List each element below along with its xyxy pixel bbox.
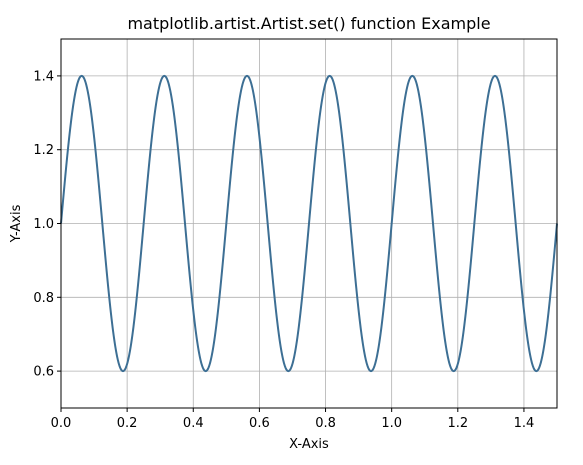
x-tick-label: 0.2 [117, 416, 138, 431]
y-tick-label: 1.2 [33, 143, 54, 158]
x-ticks: 0.0 0.2 0.4 0.6 0.8 1.0 1.2 1.4 [51, 408, 535, 431]
series-line [60, 74, 558, 373]
x-tick-label: 0.6 [249, 416, 270, 431]
x-tick-label: 1.4 [514, 416, 535, 431]
y-tick-label: 1.0 [33, 217, 54, 232]
y-tick-label: 0.6 [33, 365, 54, 380]
series-lines [60, 74, 558, 373]
x-tick-label: 0.0 [51, 416, 72, 431]
x-axis-label: X-Axis [289, 437, 329, 452]
y-ticks: 0.6 0.8 1.0 1.2 1.4 [33, 69, 61, 380]
chart-title: matplotlib.artist.Artist.set() function … [127, 14, 490, 33]
x-tick-label: 0.4 [183, 416, 204, 431]
y-tick-label: 1.4 [33, 69, 54, 84]
x-tick-label: 1.0 [381, 416, 402, 431]
x-tick-label: 1.2 [447, 416, 468, 431]
y-axis-label: Y-Axis [9, 204, 24, 243]
x-tick-label: 0.8 [315, 416, 336, 431]
y-tick-label: 0.8 [33, 291, 54, 306]
